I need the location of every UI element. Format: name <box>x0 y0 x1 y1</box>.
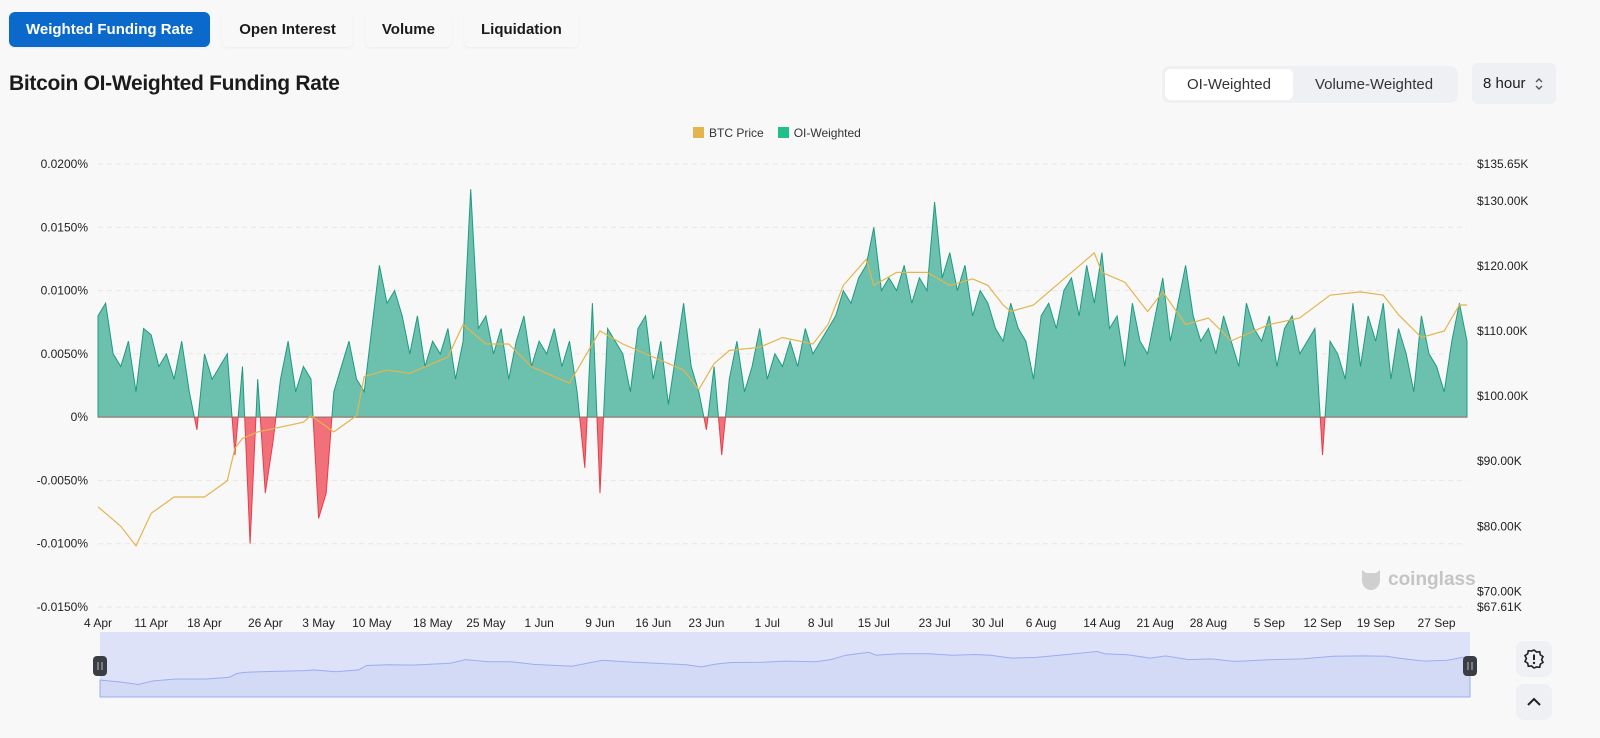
grip-lines-icon <box>1467 662 1473 670</box>
interval-value: 8 hour <box>1483 75 1526 92</box>
x-tick-label: 19 Sep <box>1357 616 1395 630</box>
x-tick-label: 15 Jul <box>858 616 890 630</box>
coinglass-logo-icon <box>1362 570 1380 590</box>
tab-weighted-funding-rate[interactable]: Weighted Funding Rate <box>9 12 211 47</box>
navigator-handle-right[interactable] <box>1463 656 1477 676</box>
x-tick-label: 6 Aug <box>1026 616 1057 630</box>
y-right-tick-label: $67.61K <box>1477 600 1522 614</box>
y-right-tick-label: $120.00K <box>1477 259 1528 273</box>
x-tick-label: 26 Apr <box>248 616 283 630</box>
y-right-tick-label: $135.65K <box>1477 157 1528 171</box>
handle-grip <box>93 656 107 676</box>
interval-select[interactable]: 8 hour <box>1472 63 1556 104</box>
x-tick-label: 23 Jul <box>919 616 951 630</box>
chevron-up-icon <box>1527 697 1541 706</box>
y-left-tick-label: 0.0050% <box>41 347 89 361</box>
x-tick-label: 12 Sep <box>1303 616 1341 630</box>
y-left-tick-label: 0% <box>71 410 89 424</box>
x-tick-label: 10 May <box>352 616 391 630</box>
y-right-tick-label: $130.00K <box>1477 194 1528 208</box>
oi-weighted-option[interactable]: OI-Weighted <box>1165 69 1293 100</box>
page-title: Bitcoin OI-Weighted Funding Rate <box>9 72 340 95</box>
x-tick-label: 18 May <box>413 616 452 630</box>
feedback-button[interactable] <box>1516 641 1552 677</box>
y-right-tick-label: $80.00K <box>1477 519 1522 533</box>
volume-weighted-option[interactable]: Volume-Weighted <box>1314 76 1434 93</box>
x-tick-label: 30 Jul <box>972 616 1004 630</box>
tab-liquidation[interactable]: Liquidation <box>463 12 579 47</box>
y-right-tick-label: $110.00K <box>1477 324 1528 338</box>
y-left-tick-label: 0.0200% <box>41 157 89 171</box>
funding-area-positive <box>97 189 1468 418</box>
weighting-toggle: OI-Weighted Volume-Weighted <box>1162 66 1459 103</box>
x-tick-label: 18 Apr <box>187 616 222 630</box>
funding-area-negative <box>97 417 1468 544</box>
y-right-tick-label: $70.00K <box>1477 584 1522 598</box>
y-left-tick-label: -0.0150% <box>37 600 89 614</box>
legend-btc-price[interactable]: BTC Price <box>693 126 764 140</box>
y-left-tick-label: 0.0100% <box>41 284 89 298</box>
x-tick-label: 9 Jun <box>585 616 614 630</box>
x-tick-label: 14 Aug <box>1083 616 1120 630</box>
grip-lines-icon <box>97 662 103 670</box>
handle-grip <box>1463 656 1477 676</box>
x-tick-label: 3 May <box>302 616 335 630</box>
x-tick-label: 16 Jun <box>635 616 671 630</box>
navigator-handle-left[interactable] <box>93 656 107 676</box>
chart-legend: BTC Price OI-Weighted <box>693 126 861 140</box>
x-tick-label: 5 Sep <box>1254 616 1286 630</box>
x-tick-label: 23 Jun <box>688 616 724 630</box>
y-right-tick-label: $100.00K <box>1477 389 1528 403</box>
legend-swatch <box>693 127 704 138</box>
y-left-tick-label: 0.0150% <box>41 220 89 234</box>
legend-oi-weighted[interactable]: OI-Weighted <box>777 126 861 140</box>
tab-open-interest[interactable]: Open Interest <box>222 12 353 47</box>
x-tick-label: 1 Jul <box>755 616 780 630</box>
chevron-updown-icon <box>1535 77 1543 90</box>
btc-price-line <box>97 251 1467 548</box>
navigator-series <box>99 650 1471 698</box>
x-tick-label: 21 Aug <box>1136 616 1173 630</box>
legend-swatch <box>777 127 789 138</box>
y-left-tick-label: -0.0050% <box>37 473 89 487</box>
scroll-top-button[interactable] <box>1516 684 1552 720</box>
x-tick-label: 4 Apr <box>84 616 112 630</box>
x-tick-label: 28 Aug <box>1190 616 1227 630</box>
alert-badge-icon <box>1523 649 1545 669</box>
coinglass-watermark: coinglass <box>1358 566 1476 594</box>
x-tick-label: 27 Sep <box>1418 616 1456 630</box>
x-tick-label: 1 Jun <box>524 616 553 630</box>
x-tick-label: 25 May <box>466 616 505 630</box>
x-tick-label: 8 Jul <box>808 616 833 630</box>
y-right-tick-label: $90.00K <box>1477 454 1522 468</box>
metric-tabs: Weighted Funding Rate Open Interest Volu… <box>9 12 579 47</box>
y-left-tick-label: -0.0100% <box>37 537 89 551</box>
tab-volume[interactable]: Volume <box>364 12 452 47</box>
x-tick-label: 11 Apr <box>134 616 168 630</box>
